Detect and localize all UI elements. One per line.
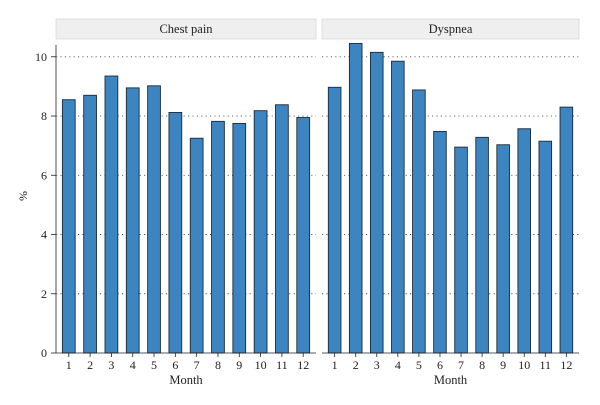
x-tick-label: 10 [518,358,530,372]
bar-month-6 [168,112,183,354]
x-tick-label: 6 [437,358,443,372]
bar-month-2 [83,94,97,354]
x-tick-label: 4 [395,358,401,372]
bar-month-8 [211,120,225,354]
x-tick-label: 5 [416,358,422,372]
bar-month-12 [559,106,574,354]
y-tick-label: 4 [41,228,47,242]
x-tick-label: 1 [66,358,72,372]
bar-month-3 [104,75,119,354]
bar-month-1 [61,99,76,354]
x-tick-label: 3 [374,358,380,372]
y-tick-label: 2 [41,287,47,301]
x-tick-label: 1 [332,358,338,372]
x-tick-label: 7 [194,358,200,372]
bar-month-4 [391,60,405,354]
x-tick-label: 3 [108,358,114,372]
bar-month-3 [370,51,384,354]
y-axis-label: % [16,191,30,201]
bar-month-9 [232,122,247,354]
x-tick-label: 12 [560,358,572,372]
panel-strip [321,18,580,40]
y-axis: 0 2 4 6 8 10% [16,45,57,360]
bar-month-1 [327,86,342,354]
panel-strip [55,18,317,40]
bar-month-2 [348,42,363,354]
bar-month-5 [147,85,161,354]
y-tick-label: 10 [35,50,47,64]
x-tick-label: 9 [500,358,506,372]
x-tick-label: 6 [172,358,178,372]
y-tick-label: 6 [41,168,47,182]
bar-month-7 [189,137,204,354]
bar-month-10 [517,128,531,354]
y-tick-label: 0 [41,346,47,360]
panel-title: Dyspnea [429,22,473,36]
x-tick-label: 5 [151,358,157,372]
x-tick-label: 12 [297,358,309,372]
x-tick-label: 9 [236,358,242,372]
x-tick-label: 2 [353,358,359,372]
bar-month-9 [496,144,510,354]
x-tick-label: 11 [540,358,552,372]
x-tick-label: 4 [130,358,136,372]
x-tick-label: 8 [215,358,221,372]
bar-month-5 [412,89,426,354]
panel-title: Chest pain [159,22,213,36]
bar-month-8 [475,136,489,354]
bar-month-4 [125,87,140,354]
bar-month-7 [454,146,468,354]
x-axis-label: Month [434,373,468,387]
x-tick-label: 7 [458,358,464,372]
y-tick-label: 8 [41,109,47,123]
bar-month-11 [538,140,553,354]
x-tick-label: 10 [255,358,267,372]
bar-month-6 [433,130,447,354]
x-tick-label: 2 [87,358,93,372]
x-tick-label: 11 [276,358,288,372]
bar-month-11 [275,104,289,354]
x-axis-label: Month [169,373,203,387]
bar-month-12 [296,117,311,354]
bar-month-10 [253,110,268,354]
x-tick-label: 8 [479,358,485,372]
